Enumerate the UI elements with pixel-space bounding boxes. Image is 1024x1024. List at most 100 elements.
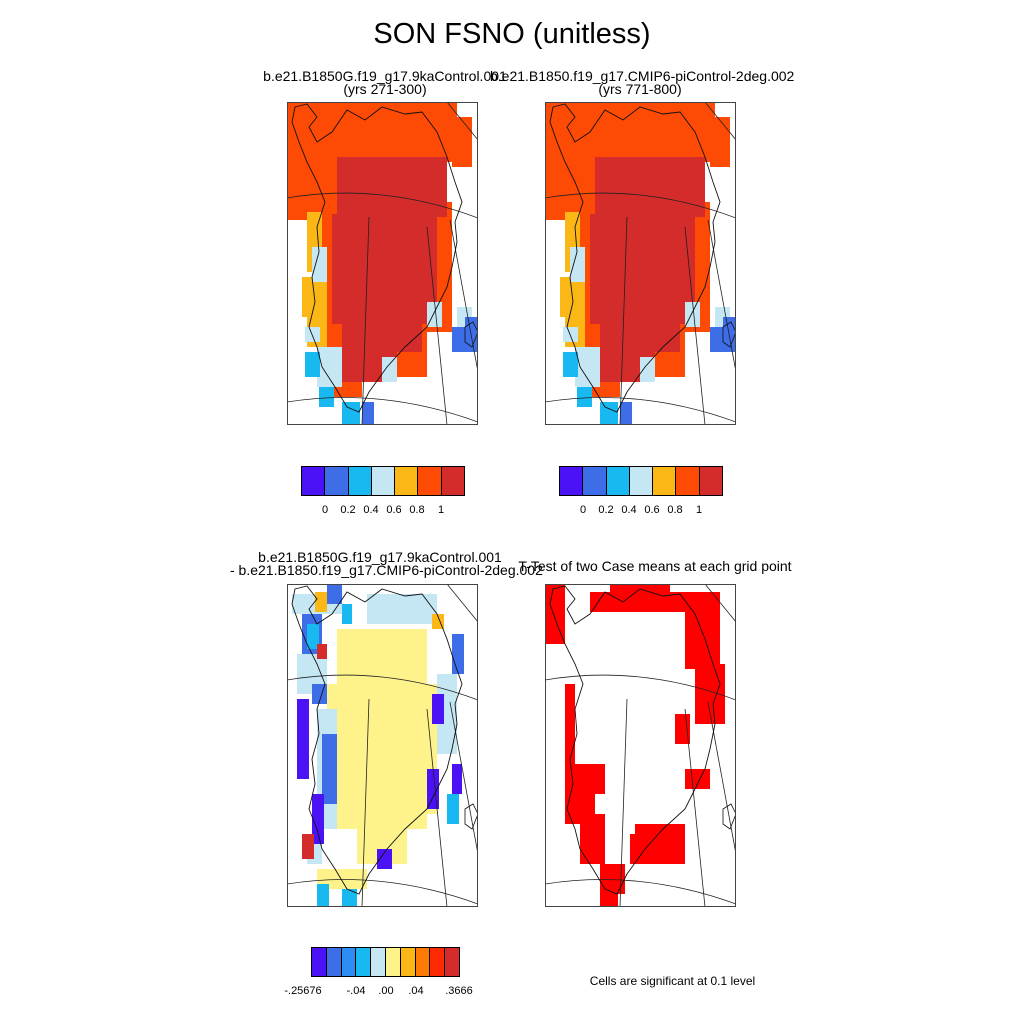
diff-title-line1: b.e21.B1850G.f19_g17.9kaControl.001	[258, 549, 502, 565]
colorbar-swatch	[653, 467, 677, 495]
colorbar-tick-label: 0.2	[340, 504, 356, 516]
map-frame	[287, 584, 478, 907]
snow-cover-cell	[710, 117, 730, 167]
snow-cover-cell	[319, 387, 334, 407]
colorbar-tick-label: -.25676	[284, 985, 322, 997]
colorbar-diff: -.25676 -.04 .00 .04 .3666	[284, 947, 473, 997]
latitude-line	[545, 879, 736, 905]
case2-years: (yrs 771-800)	[598, 81, 682, 97]
significance-note: Cells are significant at 0.1 level	[589, 974, 756, 988]
colorbar-swatch	[302, 467, 326, 495]
difference-cell	[447, 794, 459, 824]
difference-cell	[342, 889, 357, 907]
difference-cell	[317, 869, 367, 889]
colorbar-case1-swatches	[301, 466, 465, 496]
snow-cover-cell	[563, 327, 578, 342]
colorbar-swatch	[371, 948, 386, 976]
snow-cover-cell	[347, 102, 457, 162]
difference-map	[287, 584, 478, 907]
figure-title: SON FSNO (unitless)	[373, 18, 651, 50]
latitude-line	[545, 674, 736, 701]
snow-cover-cell	[317, 347, 342, 387]
difference-cell	[322, 734, 337, 804]
significance-cell	[685, 609, 720, 669]
colorbar-case1: 0 0.2 0.4 0.6 0.8 1	[301, 466, 465, 516]
colorbar-swatch	[341, 948, 357, 976]
colorbar-swatch	[356, 948, 372, 976]
colorbar-tick-label: 0	[579, 504, 587, 516]
colorbar-swatch	[418, 467, 442, 495]
colorbar-tick-label: 0	[321, 504, 329, 516]
colorbar-swatch	[676, 467, 700, 495]
colorbar-swatch	[400, 948, 416, 976]
latitude-line	[545, 192, 736, 219]
snow-cover-cell	[452, 327, 468, 352]
significance-cell	[580, 814, 605, 864]
colorbar-swatch	[348, 467, 372, 495]
difference-cell	[462, 764, 478, 824]
colorbar-swatch	[583, 467, 607, 495]
colorbar-case2-swatches	[559, 466, 723, 496]
difference-cell	[327, 684, 437, 814]
snow-cover-cell	[630, 252, 680, 352]
colorbar-tick-label: .04	[408, 985, 424, 997]
case1-years: (yrs 271-300)	[343, 81, 427, 97]
snow-cover-cell	[312, 247, 327, 282]
colorbar-tick-label: .3666	[445, 985, 473, 997]
difference-cell	[297, 699, 309, 779]
colorbar-swatch	[395, 467, 419, 495]
snow-cover-cell	[382, 357, 397, 382]
difference-cell	[432, 694, 444, 724]
snow-cover-cell	[305, 327, 320, 342]
ttest-title: T-Test of two Case means at each grid po…	[518, 558, 792, 574]
snow-cover-cell	[600, 402, 618, 425]
snow-cover-cell	[570, 247, 585, 282]
snow-cover-cell	[342, 402, 360, 425]
snow-cover-cell	[575, 347, 600, 387]
colorbar-tick-label: 0.8	[667, 504, 683, 516]
longitude-line	[619, 698, 628, 907]
case2-title: b.e21.B1850.f19_g17.CMIP6-piControl-2deg…	[490, 69, 794, 97]
longitude-line	[704, 102, 736, 141]
island-coastline	[722, 321, 736, 348]
latitude-line	[545, 397, 736, 423]
colorbar-swatch	[312, 948, 327, 976]
difference-cell	[302, 834, 314, 859]
colorbar-swatch	[385, 948, 401, 976]
significance-cell	[545, 584, 565, 644]
snow-cover-cell	[605, 102, 715, 162]
case1-map	[287, 102, 478, 425]
snow-cover-cell	[305, 352, 320, 377]
longitude-line	[704, 584, 736, 623]
colorbar-swatch	[415, 948, 431, 976]
longitude-line	[684, 226, 706, 425]
longitude-line	[449, 701, 478, 855]
longitude-line	[449, 219, 478, 373]
map-frame	[545, 584, 736, 907]
difference-cell	[327, 584, 342, 604]
case1-title: b.e21.B1850G.f19_g17.9kaControl.001 (yrs…	[240, 69, 530, 97]
snow-cover-cell	[372, 252, 422, 352]
colorbar-swatch	[445, 948, 459, 976]
longitude-line	[684, 708, 706, 907]
difference-cell	[312, 794, 324, 844]
significance-cell	[610, 584, 670, 599]
colorbar-tick-label: 1	[437, 504, 445, 516]
island-coastline	[722, 803, 736, 830]
significance-cell	[685, 769, 710, 789]
colorbar-tick-label: 0.6	[386, 504, 402, 516]
colorbar-swatch	[560, 467, 584, 495]
diff-title-line2: - b.e21.B1850.f19_g17.CMIP6-piControl-2d…	[230, 562, 543, 578]
difference-cell	[377, 849, 392, 869]
difference-cell	[315, 592, 327, 612]
longitude-line	[426, 708, 448, 907]
colorbar-tick-label: .00	[378, 985, 394, 997]
latitude-line	[287, 674, 478, 701]
snow-cover-cell	[595, 157, 705, 217]
latitude-line	[287, 397, 478, 423]
difference-cell	[452, 764, 464, 794]
snow-cover-cell	[640, 357, 655, 382]
colorbar-swatch	[430, 948, 446, 976]
snow-cover-cell	[563, 352, 578, 377]
significance-cell	[660, 824, 685, 864]
